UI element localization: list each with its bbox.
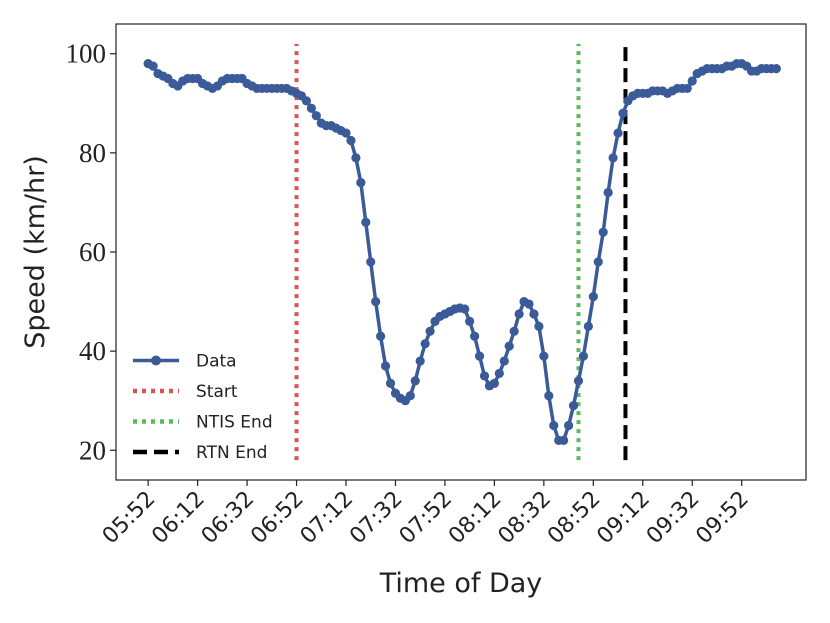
legend-label: Start	[196, 382, 238, 402]
data-point	[588, 292, 598, 302]
data-point	[603, 187, 613, 198]
data-point	[371, 296, 381, 307]
data-point	[509, 326, 519, 336]
data-point	[549, 420, 559, 431]
data-point	[470, 331, 480, 341]
data-point	[559, 435, 569, 445]
x-tick-label: 06:32	[197, 487, 260, 550]
data-point	[380, 361, 391, 371]
data-point	[405, 391, 415, 401]
y-axis-label: Speed (km/hr)	[20, 155, 51, 349]
x-tick-label: 07:32	[345, 487, 408, 550]
x-tick-label: 06:12	[147, 487, 210, 550]
data-point	[593, 257, 603, 267]
data-point	[301, 96, 312, 106]
data-point	[376, 331, 386, 341]
data-point	[361, 217, 371, 227]
data-point	[474, 351, 485, 361]
data-point	[306, 103, 316, 113]
data-point	[544, 391, 554, 401]
x-tick-label: 06:52	[246, 487, 309, 550]
data-point	[341, 128, 351, 138]
legend-label: RTN End	[196, 443, 267, 463]
legend-label: Data	[196, 352, 237, 372]
data-point	[479, 371, 490, 381]
x-tick-label: 05:52	[98, 487, 161, 550]
data-point	[529, 309, 539, 319]
data-point	[415, 356, 425, 366]
data-point	[366, 257, 376, 267]
x-tick-label: 08:52	[543, 487, 606, 550]
x-tick-label: 07:12	[296, 487, 359, 550]
data-point	[524, 299, 534, 309]
x-tick-label: 09:12	[593, 487, 656, 550]
data-point	[534, 321, 544, 331]
x-tick-label: 09:52	[691, 487, 754, 550]
data-line	[147, 61, 777, 443]
x-tick-label: 09:32	[642, 487, 705, 550]
data-point	[618, 108, 628, 118]
x-tick-label: 08:12	[444, 487, 507, 550]
data-point	[494, 368, 504, 379]
data-point	[573, 376, 584, 386]
data-point	[583, 321, 593, 331]
data-point	[351, 153, 361, 163]
y-tick-label: 40	[79, 336, 106, 366]
data-point	[568, 401, 579, 411]
x-tick-label: 07:52	[395, 487, 458, 550]
data-point	[563, 420, 574, 431]
data-point	[598, 227, 608, 237]
data-point	[311, 111, 321, 121]
data-point	[385, 378, 396, 388]
data-point	[148, 61, 158, 71]
data-point	[420, 339, 430, 349]
data-point	[687, 76, 697, 86]
x-tick-label: 08:32	[494, 487, 557, 550]
data-point	[514, 309, 524, 319]
data-point	[539, 351, 549, 361]
data-point	[410, 376, 420, 386]
data-point	[608, 153, 618, 163]
data-point	[356, 178, 366, 188]
data-point	[578, 351, 589, 361]
y-tick-label: 60	[79, 237, 106, 267]
y-tick-label: 20	[79, 435, 106, 465]
data-point	[489, 378, 499, 388]
data-point	[613, 128, 623, 138]
x-axis-label: Time of Day	[379, 568, 543, 599]
data-point	[771, 64, 781, 74]
data-point	[425, 326, 435, 336]
data-point	[346, 135, 356, 146]
data-point	[499, 356, 509, 366]
y-tick-label: 100	[66, 39, 107, 69]
y-tick-label: 80	[79, 138, 106, 168]
legend-marker	[151, 355, 161, 366]
data-point	[460, 304, 470, 314]
data-point	[682, 83, 692, 94]
legend-label: NTIS End	[196, 413, 273, 433]
data-point	[504, 341, 514, 351]
data-point	[465, 316, 475, 326]
